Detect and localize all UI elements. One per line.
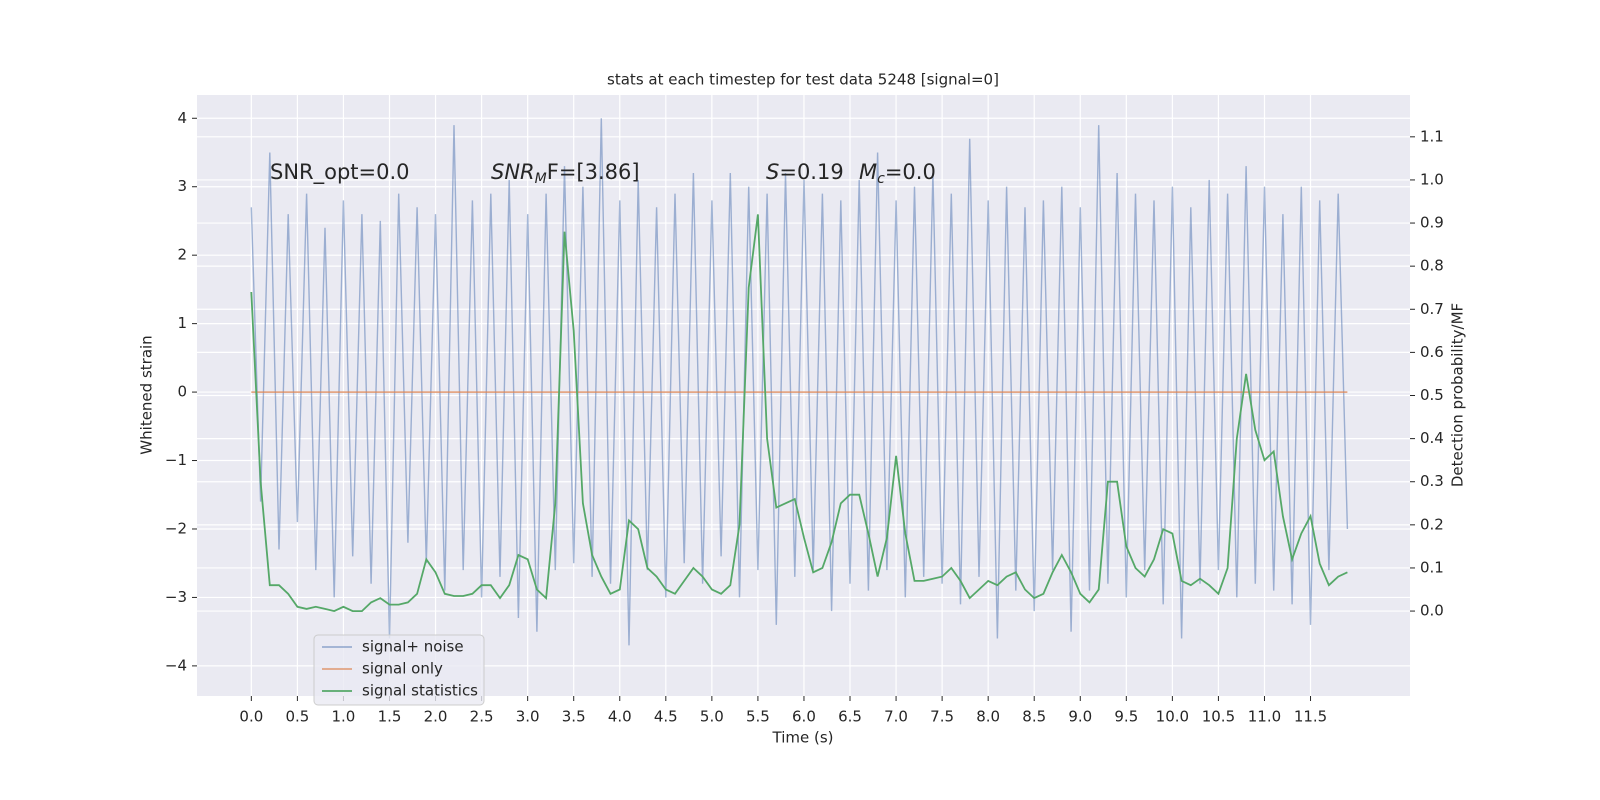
x-tick-label: 7.0 [884,708,908,726]
x-tick-label: 10.5 [1202,708,1235,726]
annotation-main: SNR [491,160,535,184]
x-tick-label: 4.5 [654,708,678,726]
annotation-rest: F=[3.86] [547,160,640,184]
legend-label: signal+ noise [362,638,464,656]
x-tick-label: 3.0 [516,708,540,726]
x-tick-label: 2.5 [470,708,494,726]
y-tick-label: −2 [165,519,187,537]
y-tick-label: 3 [177,177,187,195]
x-tick-label: 6.5 [838,708,862,726]
x-tick-label: 0.5 [285,708,309,726]
x-tick-label: 11.5 [1294,708,1327,726]
x-tick-label: 9.5 [1114,708,1138,726]
y2-tick-label: 0.9 [1420,214,1444,232]
legend-box [313,634,485,706]
chart-title: stats at each timestep for test data 524… [607,71,999,89]
legend-label: signal only [362,660,443,678]
y-tick-label: 0 [177,383,187,401]
x-tick-label: 10.0 [1156,708,1189,726]
y2-tick-label: 0.5 [1420,386,1444,404]
x-tick-label: 0.0 [239,708,263,726]
x-tick-label: 9.0 [1068,708,1092,726]
y-tick-label: −1 [165,451,187,469]
marks [250,118,1349,646]
x-tick-label: 5.5 [746,708,770,726]
x-axis-label: Time (s) [772,729,834,747]
y2-tick-label: 0.6 [1420,343,1444,361]
y-tick-label: 2 [177,246,187,264]
y-axis-label: Whitened strain [138,335,156,454]
x-tick-label: 1.0 [332,708,356,726]
x-tick-label: 3.5 [562,708,586,726]
y2-tick-label: 0.4 [1420,429,1444,447]
legend-label: signal statistics [362,682,478,700]
annotation: SNRMF=[3.86] [491,160,640,187]
y2-tick-label: 1.1 [1420,127,1444,145]
y2-tick-label: 0.8 [1420,257,1444,275]
annotation-rest: =0.19 [779,160,843,184]
y2-tick-label: 0.0 [1420,602,1444,620]
x-tick-label: 4.0 [608,708,632,726]
x-tick-label: 7.5 [930,708,954,726]
annotation-sub: c [877,171,885,187]
x-tick-label: 2.0 [424,708,448,726]
y-tick-label: 4 [177,109,187,127]
y2-tick-label: 0.1 [1420,558,1444,576]
annotation-main: M [859,160,877,184]
x-tick-label: 8.0 [976,708,1000,726]
y-tick-label: −3 [165,588,187,606]
y-tick-label: −4 [165,656,187,674]
y-tick-label: 1 [177,314,187,332]
x-tick-label: 6.0 [792,708,816,726]
y2-axis-label: Detection probability/MF [1449,303,1467,487]
x-tick-label: 11.0 [1248,708,1281,726]
x-tick-label: 1.5 [378,708,402,726]
annotation: SNR_opt=0.0 [270,160,410,185]
series-line [250,214,1348,613]
series-line [250,118,1349,646]
annotation: Mc=0.0 [859,160,936,187]
y2-tick-label: 0.7 [1420,300,1444,318]
y2-tick-label: 0.2 [1420,515,1444,533]
x-tick-label: 5.0 [700,708,724,726]
annotation: S=0.19 [766,160,844,184]
annotation-main: SNR_opt=0.0 [270,160,410,185]
x-tick-label: 8.5 [1022,708,1046,726]
annotation-sub: M [535,171,547,187]
y2-tick-label: 1.0 [1420,170,1444,188]
y2-tick-label: 0.3 [1420,472,1444,490]
annotation-rest: =0.0 [885,160,936,184]
annotation-main: S [766,160,779,184]
